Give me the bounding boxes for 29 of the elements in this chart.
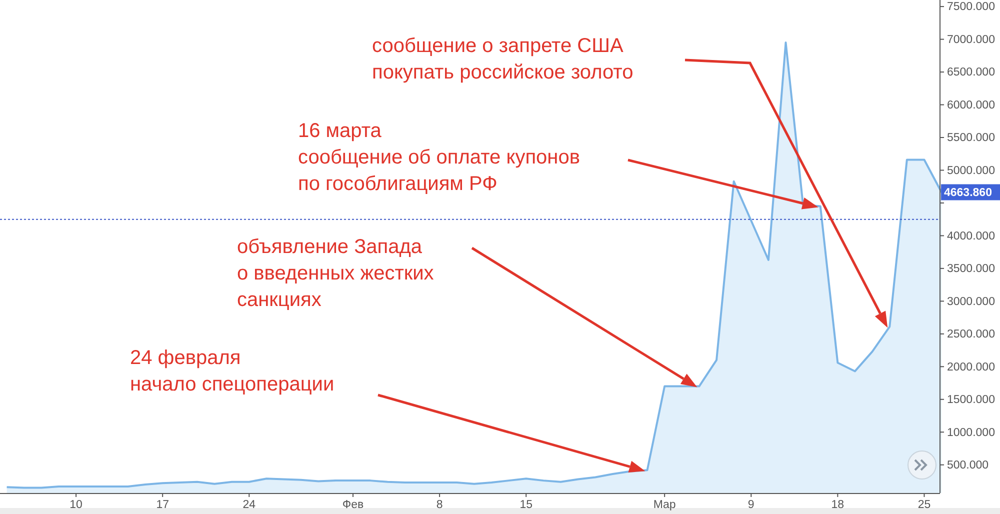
y-tick-label: 7000.000 — [947, 34, 995, 46]
text: 4663.860 — [944, 187, 992, 200]
y-tick-label: 5000.000 — [947, 164, 995, 177]
x-tick-label: 10 — [70, 499, 82, 512]
y-tick-label: 1500.000 — [947, 394, 995, 406]
y-tick-label: 4000.000 — [947, 230, 995, 242]
x-tick-label: 24 — [242, 499, 256, 512]
y-tick-label: 3500.000 — [947, 263, 995, 276]
annotation: сообщение о запрете США покупать российское золото — [372, 35, 634, 84]
y-tick-label: 2000.000 — [947, 361, 995, 374]
x-tick-label: 15 — [520, 499, 532, 512]
y-tick-label: 5500.000 — [947, 132, 995, 144]
annotation: 24 февраля начало спецоперации — [130, 347, 334, 396]
y-tick-label: 7500.000 — [947, 1, 995, 14]
x-tick-label: 18 — [831, 499, 844, 512]
y-tick-label: 3000.000 — [947, 296, 995, 308]
y-tick-label: 500.000 — [947, 460, 989, 472]
y-tick-label: 6500.000 — [947, 66, 995, 79]
y-tick-label: 2500.000 — [947, 328, 995, 341]
x-tick-label: Фев — [342, 499, 364, 512]
x-tick-label: 17 — [156, 499, 169, 512]
annotation: 16 марта сообщение об оплате купонов по гособлигациям РФ — [298, 120, 580, 195]
x-tick-label: 9 — [748, 499, 754, 512]
x-tick-label: Мар — [653, 499, 676, 512]
x-tick-label: 25 — [918, 499, 931, 512]
annotation: объявление Запада о введенных жестких санкциях — [237, 236, 434, 311]
y-tick-label: 1000.000 — [947, 426, 995, 439]
y-tick-label: 6000.000 — [947, 99, 995, 112]
x-tick-label: 8 — [436, 499, 443, 512]
